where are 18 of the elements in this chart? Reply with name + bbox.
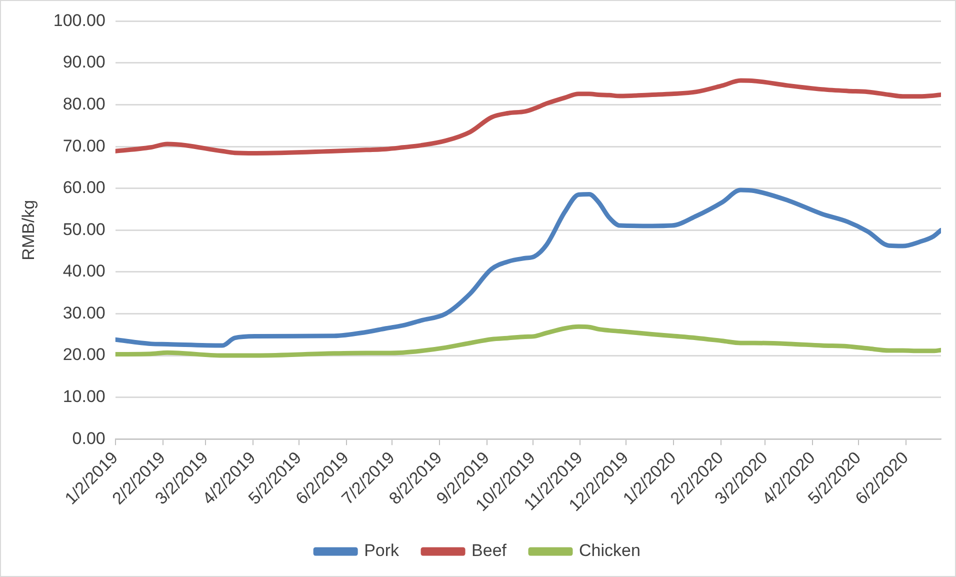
y-tick-label: 30.00	[62, 303, 106, 322]
legend-label: Chicken	[579, 541, 640, 560]
y-tick-label: 50.00	[62, 220, 106, 239]
legend-label: Pork	[364, 541, 400, 560]
line-series	[115, 78, 941, 156]
y-tick-label: 100.00	[53, 10, 106, 30]
y-tick-label: 40.00	[62, 262, 106, 281]
legend-label: Beef	[472, 541, 507, 560]
line-series	[115, 324, 941, 358]
y-tick-label: 20.00	[62, 345, 106, 364]
y-tick-label: 70.00	[62, 136, 106, 156]
y-axis-title: RMB/kg	[18, 200, 38, 260]
y-tick-label: 10.00	[62, 386, 106, 406]
y-tick-label: 0.00	[72, 428, 106, 448]
y-tick-label: 90.00	[62, 52, 106, 72]
y-tick-label: 60.00	[62, 178, 106, 198]
line-series	[115, 188, 941, 348]
y-tick-label: 80.00	[62, 94, 106, 114]
